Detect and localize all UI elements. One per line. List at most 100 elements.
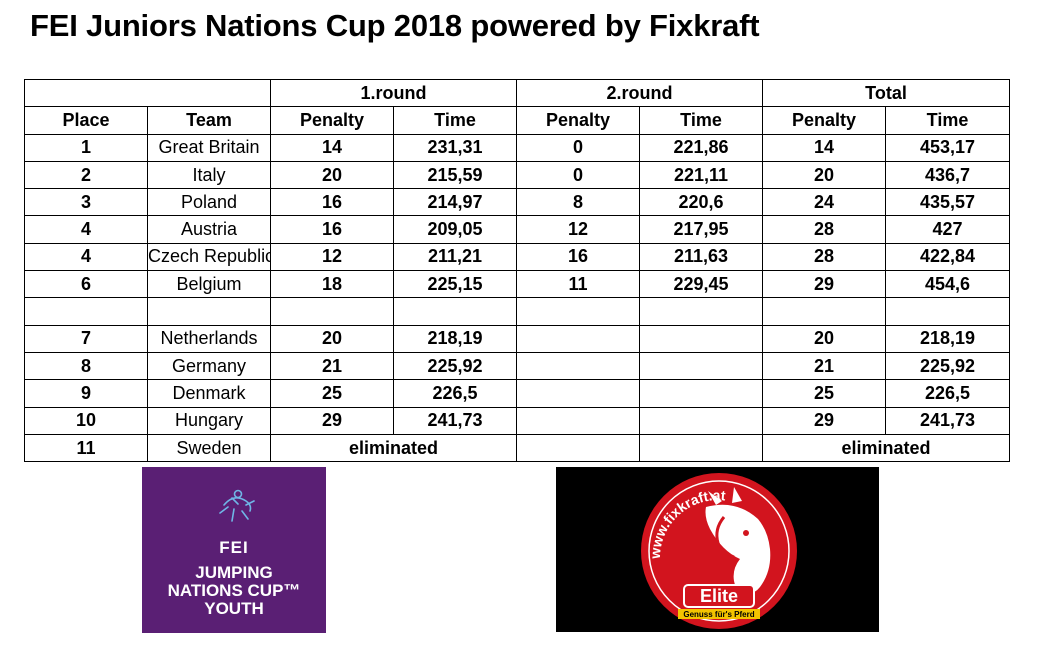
table-row: 9 Denmark 25 226,5 25 226,5 <box>24 379 1011 408</box>
cell-total-time: 453,17 <box>884 133 1011 162</box>
cell-r1-time: 214,97 <box>393 188 517 217</box>
cell-total-penalty <box>762 297 886 326</box>
cell-total-time: 427 <box>884 215 1011 244</box>
cell-r1-penalty: 20 <box>270 324 394 353</box>
fei-logo-line1: JUMPING <box>195 563 273 582</box>
cell-r2-penalty: 16 <box>516 242 640 272</box>
cell-total-time: 454,6 <box>884 270 1011 299</box>
cell-r2-time <box>639 297 763 326</box>
cell-place: 7 <box>24 324 148 353</box>
cell-total-penalty: 20 <box>762 160 886 190</box>
table-row: 10 Hungary 29 241,73 29 241,73 <box>24 406 1011 435</box>
group-header-row: 1.round 2.round Total <box>24 78 1011 108</box>
cell-total-penalty: 28 <box>762 242 886 272</box>
cell-r1-time: 241,73 <box>393 406 517 435</box>
cell-total-time: 435,57 <box>884 188 1011 217</box>
cell-r1-penalty: 25 <box>270 379 394 408</box>
col-header-r2-time: Time <box>639 106 763 135</box>
cell-r1-time: 218,19 <box>393 324 517 353</box>
col-header-team: Team <box>147 106 271 135</box>
table-row: 2 Italy 20 215,59 0 221,11 20 436,7 <box>24 160 1011 190</box>
table-row: 1 Great Britain 14 231,31 0 221,86 14 453,17 <box>24 133 1011 162</box>
spacer-row <box>24 297 1011 326</box>
table-row: 3 Poland 16 214,97 8 220,6 24 435,57 <box>24 188 1011 217</box>
cell-r1-penalty: 18 <box>270 270 394 299</box>
fei-logo-line2: NATIONS CUP™ <box>167 581 301 600</box>
cell-place <box>24 297 148 326</box>
cell-place: 9 <box>24 379 148 408</box>
cell-total-penalty: 25 <box>762 379 886 408</box>
cell-team: Italy <box>147 160 271 190</box>
cell-r1-eliminated: eliminated <box>270 433 517 463</box>
cell-r2-penalty <box>516 406 640 435</box>
cell-team: Sweden <box>147 433 271 463</box>
col-header-r1-penalty: Penalty <box>270 106 394 135</box>
table-row: 4 Czech Republic 12 211,21 16 211,63 28 422,84 <box>24 242 1011 272</box>
cell-total-eliminated: eliminated <box>761 433 1011 463</box>
cell-r2-time: 229,45 <box>639 270 763 299</box>
cell-place: 4 <box>24 215 148 244</box>
fixkraft-seal-icon: www.fixkraft.at Elite Genuss für's Pferd <box>641 473 797 629</box>
cell-r1-penalty: 12 <box>270 242 394 272</box>
cell-total-penalty: 21 <box>762 351 886 381</box>
cell-r2-time: 217,95 <box>639 215 763 244</box>
cell-total-penalty: 14 <box>762 133 886 162</box>
group-header-round2: 2.round <box>516 78 763 108</box>
cell-team: Hungary <box>147 406 271 435</box>
cell-total-penalty: 20 <box>762 324 886 353</box>
cell-r2-time: 211,63 <box>639 242 763 272</box>
cell-r2-time <box>639 351 763 381</box>
cell-team: Great Britain <box>147 133 271 162</box>
cell-r2-time: 221,11 <box>639 160 763 190</box>
cell-r2-penalty: 0 <box>516 160 640 190</box>
table-row: 4 Austria 16 209,05 12 217,95 28 427 <box>24 215 1011 244</box>
cell-r1-penalty: 21 <box>270 351 394 381</box>
cell-r2-time <box>639 406 763 435</box>
cell-team: Czech Republic <box>147 242 271 272</box>
cell-place: 3 <box>24 188 148 217</box>
cell-total-time <box>884 297 1011 326</box>
cell-total-penalty: 24 <box>762 188 886 217</box>
cell-r2-penalty: 8 <box>516 188 640 217</box>
fei-nations-cup-youth-logo: FEI JUMPING NATIONS CUP™ YOUTH <box>142 467 326 633</box>
cell-place: 10 <box>24 406 148 435</box>
cell-r2-penalty <box>516 351 640 381</box>
cell-total-penalty: 29 <box>762 406 886 435</box>
cell-place: 8 <box>24 351 148 381</box>
cell-r2-penalty <box>516 297 640 326</box>
cell-r1-time: 226,5 <box>393 379 517 408</box>
fixkraft-elite-logo: www.fixkraft.at Elite Genuss für's Pferd <box>556 467 879 632</box>
page-title: FEI Juniors Nations Cup 2018 powered by … <box>30 8 760 43</box>
cell-place: 2 <box>24 160 148 190</box>
cell-r2-time <box>639 379 763 408</box>
cell-r1-time: 215,59 <box>393 160 517 190</box>
cell-total-time: 225,92 <box>884 351 1011 381</box>
cell-total-penalty: 29 <box>762 270 886 299</box>
col-header-r2-penalty: Penalty <box>516 106 640 135</box>
cell-place: 6 <box>24 270 148 299</box>
fei-mark: FEI <box>219 538 249 557</box>
group-header-round1: 1.round <box>270 78 517 108</box>
cell-r1-penalty: 14 <box>270 133 394 162</box>
group-header-total: Total <box>761 78 1011 108</box>
cell-place: 11 <box>24 433 148 463</box>
cell-r1-time: 225,92 <box>393 351 517 381</box>
cell-r2-penalty <box>516 433 640 463</box>
cell-team: Netherlands <box>147 324 271 353</box>
col-header-place: Place <box>24 106 148 135</box>
cell-total-time: 226,5 <box>884 379 1011 408</box>
cell-r1-time <box>393 297 517 326</box>
cell-r1-penalty: 16 <box>270 188 394 217</box>
cell-team: Germany <box>147 351 271 381</box>
col-header-total-time: Time <box>884 106 1011 135</box>
cell-total-time: 241,73 <box>884 406 1011 435</box>
results-table: 1.round 2.round Total Place Team Penalty… <box>24 78 1011 463</box>
cell-r1-penalty: 16 <box>270 215 394 244</box>
logo-slogan: Genuss für's Pferd <box>683 610 754 619</box>
column-header-row: Place Team Penalty Time Penalty Time Pen… <box>24 106 1011 135</box>
cell-place: 4 <box>24 242 148 272</box>
col-header-total-penalty: Penalty <box>762 106 886 135</box>
cell-team: Belgium <box>147 270 271 299</box>
cell-r2-time <box>639 433 763 463</box>
cell-r1-penalty: 29 <box>270 406 394 435</box>
